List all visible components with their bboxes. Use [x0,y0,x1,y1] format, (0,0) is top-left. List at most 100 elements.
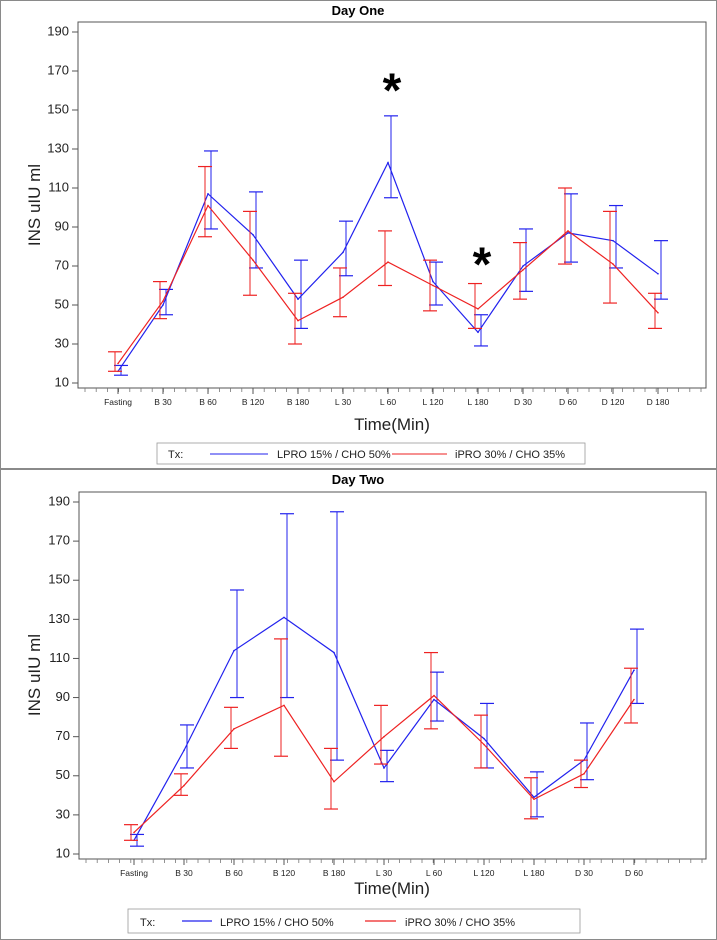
y-tick-label: 30 [56,806,70,821]
data-point [233,728,235,730]
x-tick-label: L 180 [468,397,489,407]
x-tick-label: Fasting [120,868,148,878]
y-tick-label: 150 [48,572,70,587]
data-point [162,304,164,306]
chart-title: Day Two [332,472,385,487]
x-tick-label: D 60 [559,397,577,407]
data-point [333,780,335,783]
x-tick-label: L 120 [474,868,495,878]
y-tick-label: 170 [47,62,69,77]
data-point [342,251,344,254]
data-point [567,232,569,234]
x-tick-label: D 30 [514,397,532,407]
x-tick-label: L 30 [335,397,352,407]
y-tick-label: 50 [55,296,69,311]
y-tick-label: 10 [55,374,69,389]
data-point [252,234,254,236]
data-point [252,259,254,261]
y-tick-label: 110 [49,650,70,665]
y-tick-label: 190 [47,23,69,38]
legend-label-lpro: LPRO 15% / CHO 50% [220,917,334,929]
x-tick-label: Fasting [104,397,132,407]
data-point [432,280,434,283]
data-point [657,273,659,275]
y-tick-label: 90 [55,218,69,233]
y-tick-label: 50 [56,767,70,782]
data-point [133,831,135,834]
y-tick-label: 90 [56,689,70,704]
x-axis-label: Time(Min) [354,415,430,434]
data-point [342,296,344,299]
data-point [533,796,535,799]
legend-title: Tx: [140,917,155,929]
series-marks [124,511,644,847]
x-axis-label: Time(Min) [354,879,430,898]
data-point [387,261,389,263]
data-point [283,704,285,707]
y-tick-label: 190 [48,493,70,508]
data-point [283,616,285,619]
data-point [387,161,389,164]
significance-star: * [383,65,402,118]
legend-label-ipro: iPRO 30% / CHO 35% [455,449,565,461]
legend: Tx: LPRO 15% / CHO 50% iPRO 30% / CHO 35… [127,908,581,934]
data-point [207,204,209,207]
series-line-lpro [133,616,635,841]
legend-label-ipro: iPRO 30% / CHO 35% [405,917,515,929]
plot-area [78,491,707,860]
legend-title: Tx: [168,449,183,461]
y-tick-label: 70 [56,728,70,743]
x-tick-label: B 180 [323,868,345,878]
data-point [583,773,585,775]
data-point [612,263,614,265]
y-axis: 10 30 50 70 90 110 130 150 170 190 [48,493,79,860]
chart-title: Day One [332,3,385,18]
panel-day-two: Day Two 10 30 50 70 90 110 130 150 170 190 Fastin… [0,469,717,940]
x-axis: Fasting B 30 B 60 B 120 B 180 L 30 L 60 L 120 L … [84,388,702,407]
data-point [633,669,635,671]
x-tick-label: L 60 [426,868,443,878]
plot-area [77,21,707,389]
data-point [383,767,385,769]
legend-box [156,442,586,465]
data-point [297,319,299,322]
data-point [483,737,485,740]
x-tick-label: D 180 [647,397,670,407]
data-point [117,362,119,365]
data-point [483,743,485,746]
panel-frame [0,469,717,940]
y-tick-label: 10 [56,845,70,860]
data-point [633,698,635,701]
data-point [612,239,614,242]
x-tick-label: D 30 [575,868,593,878]
data-point [383,735,385,738]
y-tick-label: 110 [48,179,69,194]
x-tick-label: L 120 [423,397,444,407]
y-tick-label: 70 [55,257,69,272]
x-tick-label: D 60 [625,868,643,878]
x-tick-label: B 120 [242,397,264,407]
legend: Tx: LPRO 15% / CHO 50% iPRO 30% / CHO 35… [156,442,586,465]
x-axis: Fasting B 30 B 60 B 120 B 180 L 30 L 60 L 120 L … [85,859,703,878]
data-point [657,312,659,314]
data-point [207,193,209,195]
data-point [433,698,435,701]
data-point [522,265,524,267]
data-point [567,230,569,232]
data-point [477,331,479,334]
x-tick-label: B 30 [154,397,172,407]
data-point [162,300,164,302]
y-axis-label: INS uIU ml [25,634,44,716]
series-marks [108,115,668,376]
y-tick-label: 150 [47,101,69,116]
x-tick-label: L 180 [524,868,545,878]
y-axis-label: INS uIU ml [25,164,44,246]
data-point [183,784,185,787]
data-point [333,651,335,654]
y-axis: 10 30 50 70 90 110 130 150 170 190 [47,23,78,389]
data-point [477,308,479,310]
data-point [233,649,235,652]
data-point [433,694,435,697]
